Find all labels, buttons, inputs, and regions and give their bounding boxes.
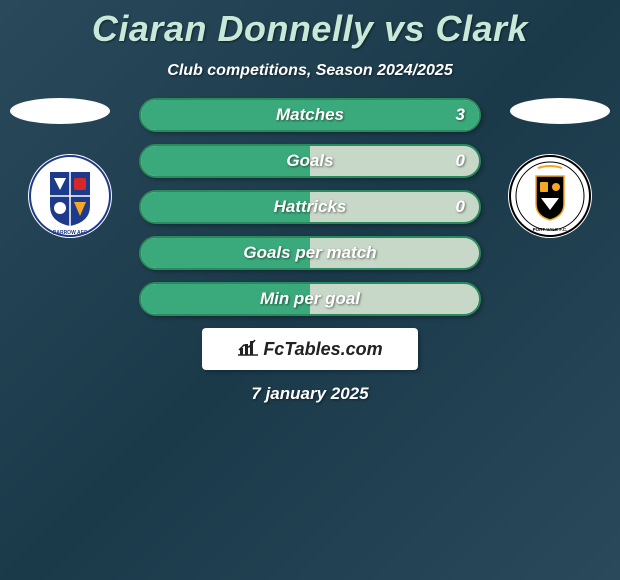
club-emblem-left: BARROW AFC bbox=[28, 154, 112, 238]
stat-label: Matches bbox=[141, 100, 479, 130]
stat-label: Hattricks bbox=[141, 192, 479, 222]
stat-row: Goals0 bbox=[139, 144, 481, 178]
watermark-text: FcTables.com bbox=[263, 339, 382, 360]
stat-value: 0 bbox=[456, 192, 465, 222]
stat-value: 0 bbox=[456, 146, 465, 176]
stat-row: Min per goal bbox=[139, 282, 481, 316]
club-emblem-right: PORT VALE F.C. bbox=[508, 154, 592, 238]
page-title: Ciaran Donnelly vs Clark bbox=[0, 0, 620, 50]
stat-label: Goals per match bbox=[141, 238, 479, 268]
stat-label: Min per goal bbox=[141, 284, 479, 314]
player-photo-right bbox=[510, 98, 610, 124]
svg-text:BARROW AFC: BARROW AFC bbox=[53, 230, 88, 236]
infographic-root: Ciaran Donnelly vs Clark Club competitio… bbox=[0, 0, 620, 580]
stat-row: Goals per match bbox=[139, 236, 481, 270]
stat-label: Goals bbox=[141, 146, 479, 176]
date-text: 7 january 2025 bbox=[10, 384, 610, 404]
stat-row: Hattricks0 bbox=[139, 190, 481, 224]
bar-chart-icon bbox=[237, 338, 259, 361]
stat-rows: Matches3Goals0Hattricks0Goals per matchM… bbox=[139, 98, 481, 316]
player-photo-left bbox=[10, 98, 110, 124]
stat-value: 3 bbox=[456, 100, 465, 130]
svg-text:PORT VALE F.C.: PORT VALE F.C. bbox=[533, 227, 568, 232]
page-subtitle: Club competitions, Season 2024/2025 bbox=[0, 62, 620, 80]
stat-row: Matches3 bbox=[139, 98, 481, 132]
watermark: FcTables.com bbox=[202, 328, 418, 370]
comparison-container: BARROW AFC PORT VALE F.C. Matches3Goals0… bbox=[0, 98, 620, 404]
